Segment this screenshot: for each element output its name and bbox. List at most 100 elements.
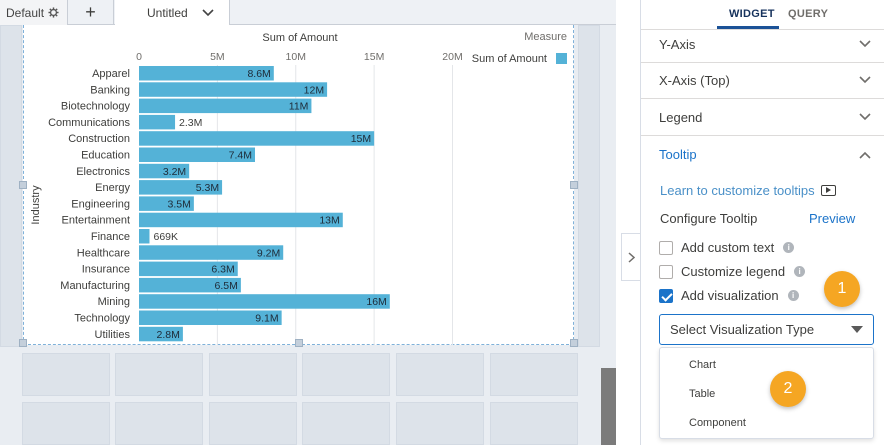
category-label: Insurance: [82, 264, 130, 276]
axis-title: Sum of Amount: [262, 32, 337, 44]
gear-icon[interactable]: [48, 7, 59, 18]
add-visualization-checkbox[interactable]: [659, 288, 673, 303]
dashboard-canvas: Default + Untitled: [0, 0, 616, 445]
section-y-axis[interactable]: Y-Axis: [641, 26, 884, 63]
visualization-type-select[interactable]: Select Visualization Type: [659, 314, 874, 345]
category-label: Banking: [90, 84, 130, 96]
add-page-button[interactable]: +: [68, 0, 114, 25]
chart-widget[interactable]: Sum of Amount 0 5M 10M 15M 20M Industry Measure…: [23, 25, 574, 345]
category-label: Mining: [98, 296, 130, 308]
menu-item-component[interactable]: Component: [689, 417, 746, 429]
info-icon[interactable]: i: [794, 266, 806, 277]
bar-chart: Sum of Amount 0 5M 10M 15M 20M Industry Measure…: [30, 31, 567, 345]
bar-value-label: 9.2M: [257, 247, 280, 259]
bar-value-label: 3.2M: [163, 166, 186, 178]
bar-value-label: 7.4M: [229, 150, 252, 162]
category-label: Healthcare: [77, 247, 130, 259]
category-label: Energy: [95, 182, 130, 194]
bar: [139, 114, 176, 130]
add-custom-text-option[interactable]: Add custom text i: [659, 240, 795, 255]
canvas-scrollbar-thumb[interactable]: [601, 368, 616, 445]
bar: [139, 82, 328, 97]
plus-icon: +: [85, 2, 96, 22]
category-label: Construction: [68, 133, 130, 145]
tab-untitled[interactable]: Untitled: [115, 0, 230, 25]
resize-handle[interactable]: [19, 339, 27, 347]
info-icon[interactable]: i: [787, 290, 799, 301]
category-label: Biotechnology: [61, 101, 131, 113]
collapse-panel-button[interactable]: [621, 233, 640, 281]
bar-value-label: 12M: [304, 84, 324, 96]
category-label: Finance: [91, 231, 130, 243]
layout-cell: [490, 402, 578, 445]
tab-default-label: Default: [6, 5, 45, 20]
legend-title: Measure: [524, 31, 567, 43]
layout-cell: [396, 402, 484, 445]
layout-cell: [209, 353, 297, 396]
category-label: Entertainment: [62, 215, 130, 227]
bar: [139, 229, 150, 244]
x-tick-label: 15M: [364, 51, 384, 63]
panel-tabs: WIDGET QUERY: [641, 0, 884, 29]
category-label: Electronics: [76, 166, 130, 178]
layout-cell: [396, 353, 484, 396]
tab-default[interactable]: Default: [0, 0, 68, 25]
checkbox-label: Add custom text: [681, 240, 775, 255]
legend-swatch: [556, 53, 567, 64]
chevron-up-icon: [859, 151, 871, 159]
bar-value-label: 2.3M: [179, 117, 202, 129]
step-badge-1: 1: [824, 271, 860, 307]
bar: [139, 196, 194, 211]
section-legend[interactable]: Legend: [641, 99, 884, 136]
chevron-down-icon: [859, 113, 871, 121]
bar: [139, 310, 282, 325]
preview-link[interactable]: Preview: [809, 211, 856, 226]
menu-item-chart[interactable]: Chart: [689, 359, 716, 371]
x-tick-label: 10M: [286, 51, 306, 63]
resize-handle[interactable]: [295, 339, 303, 347]
resize-handle[interactable]: [570, 339, 578, 347]
customize-legend-checkbox[interactable]: [659, 264, 673, 279]
section-x-axis-top[interactable]: X-Axis (Top): [641, 62, 884, 99]
bar-value-label: 6.5M: [215, 280, 238, 292]
category-label: Education: [81, 150, 130, 162]
bar-value-label: 5.3M: [196, 182, 219, 194]
properties-panel: WIDGET QUERY Y-Axis X-Axis (Top) Legend …: [640, 0, 884, 445]
category-label: Utilities: [95, 329, 131, 341]
video-icon: [820, 185, 836, 196]
layout-cell: [302, 353, 390, 396]
layout-cell: [209, 402, 297, 445]
resize-handle[interactable]: [19, 181, 27, 189]
caret-down-icon: [851, 326, 863, 333]
tab-query[interactable]: QUERY: [788, 8, 829, 20]
chevron-down-icon: [859, 40, 871, 48]
bar-value-label: 9.1M: [255, 313, 278, 325]
section-label: X-Axis (Top): [659, 72, 730, 88]
menu-item-table[interactable]: Table: [689, 388, 716, 400]
tab-widget[interactable]: WIDGET: [729, 8, 775, 20]
select-placeholder: Select Visualization Type: [670, 322, 815, 337]
section-tooltip[interactable]: Tooltip: [641, 136, 884, 173]
layout-cell: [578, 25, 600, 347]
add-custom-text-checkbox[interactable]: [659, 240, 673, 255]
bar: [139, 277, 241, 293]
y-axis-label: Industry: [30, 185, 42, 225]
bar-value-label: 11M: [289, 101, 309, 113]
resize-handle[interactable]: [570, 181, 578, 189]
section-label: Y-Axis: [659, 36, 696, 52]
layout-cell: [22, 353, 110, 396]
canvas-scrollbar-track[interactable]: [601, 25, 616, 445]
learn-tooltips-link[interactable]: Learn to customize tooltips: [660, 183, 836, 198]
bar: [139, 212, 343, 228]
add-visualization-option[interactable]: Add visualization i: [659, 288, 799, 303]
active-tab-indicator: [717, 26, 779, 29]
info-icon[interactable]: i: [783, 242, 795, 253]
chevron-down-icon: [859, 76, 871, 84]
step-badge-2: 2: [770, 371, 806, 407]
bar-value-label: 3.5M: [168, 198, 191, 210]
bar-value-label: 16M: [366, 296, 386, 308]
customize-legend-option[interactable]: Customize legend i: [659, 264, 806, 279]
chevron-down-icon[interactable]: [202, 8, 214, 17]
section-label: Legend: [659, 109, 703, 125]
bar: [139, 261, 238, 277]
